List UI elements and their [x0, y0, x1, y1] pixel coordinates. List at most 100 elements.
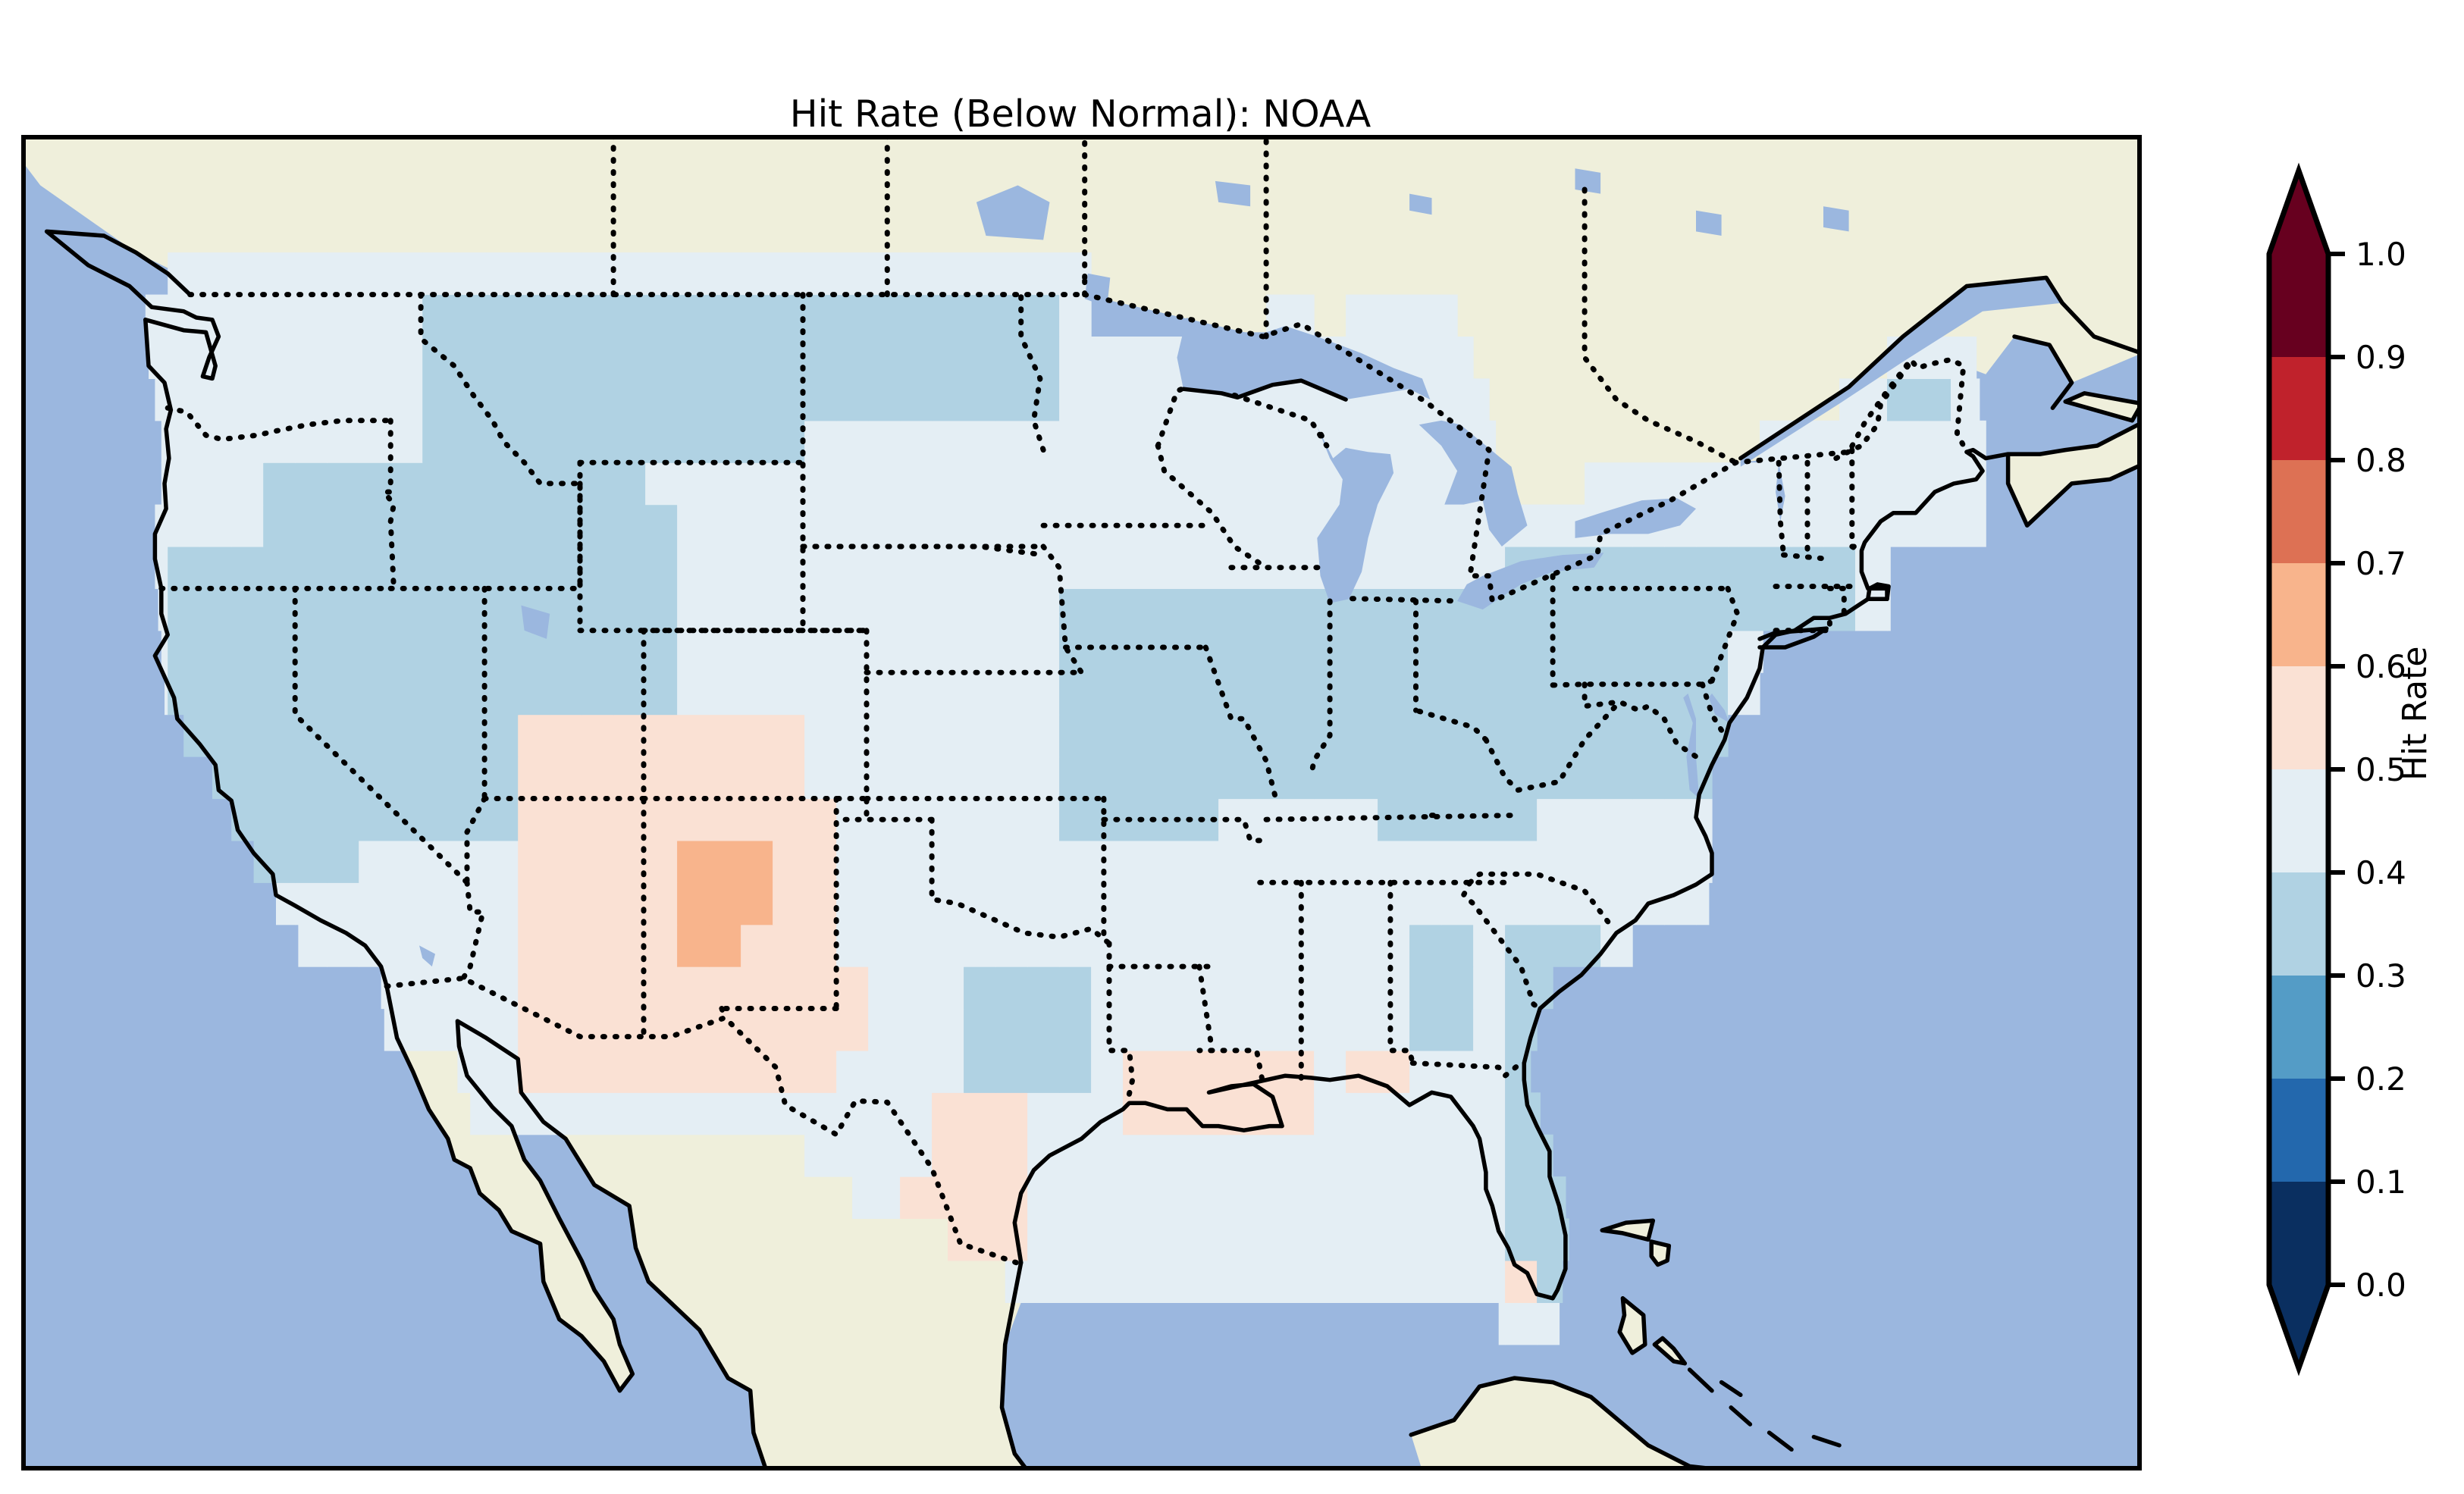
colorbar-tick-label: 0.8 [2356, 442, 2406, 479]
grid-cell [263, 672, 296, 716]
colorbar-segment [2269, 666, 2328, 770]
grid-cell [932, 1134, 964, 1177]
grid-cell [550, 840, 582, 883]
grid-cell [1632, 588, 1665, 631]
grid-cell [773, 882, 805, 926]
grid-cell [1441, 337, 1474, 379]
grid-cell [486, 1008, 519, 1051]
colorbar-tick-label: 0.3 [2356, 957, 2406, 994]
colorbar-segment [2269, 254, 2328, 358]
grid-cell [1187, 672, 1219, 716]
lake-polygon [1708, 693, 1730, 723]
grid-cell [773, 1008, 805, 1051]
grid-cell [486, 420, 519, 463]
grid-cell [1059, 882, 1092, 926]
grid-cell [1346, 1092, 1378, 1135]
grid-cell [1282, 547, 1315, 589]
colorbar[interactable]: 1.0 0.9 0.8 0.7 0.6 0.5 0.4 0.3 0.2 0.1 0.0 [2263, 114, 2464, 1417]
grid-cell [932, 840, 964, 883]
grid-cell [518, 378, 550, 421]
grid-cell [1409, 462, 1442, 506]
grid-cell [677, 547, 710, 589]
grid-cell [613, 420, 646, 463]
map-axes[interactable] [21, 135, 2142, 1471]
grid-cell [231, 378, 264, 421]
grid-cell [390, 714, 423, 757]
grid-cell [645, 294, 678, 337]
grid-cell [295, 378, 328, 421]
grid-cell [1187, 756, 1219, 800]
grid-cell [741, 294, 773, 337]
grid-cell [1218, 756, 1251, 800]
grid-cell [1282, 1008, 1315, 1051]
grid-cell [1505, 1302, 1538, 1345]
grid-cell [550, 966, 582, 1010]
grid-cell [390, 252, 423, 296]
colorbar-tick-label: 0.5 [2356, 751, 2406, 788]
grid-cell [645, 1092, 678, 1135]
grid-cell [645, 588, 678, 631]
grid-cell [1314, 1218, 1346, 1261]
grid-cell [390, 840, 423, 883]
grid-cell [1027, 588, 1060, 631]
grid-cell [1314, 1134, 1346, 1177]
grid-cell [1282, 1218, 1315, 1261]
grid-cell [613, 1008, 646, 1051]
grid-cell [1473, 966, 1506, 1010]
grid-cell [1537, 1092, 1541, 1135]
grid-cell [1155, 840, 1187, 883]
grid-cell [1346, 1134, 1378, 1177]
grid-cell [1282, 882, 1315, 926]
grid-cell [1091, 1218, 1124, 1261]
grid-cell [613, 588, 646, 631]
grid-cell [645, 252, 678, 296]
grid-cell [677, 672, 710, 716]
grid-cell [1569, 672, 1601, 716]
grid-cell [454, 714, 487, 757]
grid-cell [582, 588, 614, 631]
grid-cell [582, 756, 614, 800]
grid-cell [263, 840, 296, 883]
grid-cell [645, 630, 678, 673]
border-line [1202, 644, 1279, 801]
grid-cell [868, 337, 901, 379]
map-canvas[interactable] [21, 135, 2142, 1471]
grid-cell [1823, 547, 1856, 589]
grid-cell [1123, 840, 1155, 883]
grid-cell [1664, 882, 1697, 926]
grid-cell [1218, 1176, 1251, 1220]
grid-cell [1919, 420, 1951, 463]
grid-cell [709, 547, 741, 589]
grid-cell [932, 462, 964, 506]
lake-polygon [1215, 180, 1251, 207]
grid-cell [1473, 1218, 1506, 1261]
grid-cell [263, 337, 296, 379]
grid-cell [231, 462, 264, 506]
grid-cell [995, 798, 1028, 841]
grid-cell [1441, 966, 1474, 1010]
grid-cell [836, 420, 869, 463]
grid-cell [486, 840, 519, 883]
grid-cell [1155, 1050, 1187, 1093]
grid-cell [995, 1008, 1028, 1051]
grid-cell [1441, 798, 1474, 841]
grid-cell [422, 378, 455, 421]
grid-cell [1346, 756, 1378, 800]
grid-cell [1155, 924, 1187, 967]
grid-cell [836, 294, 869, 337]
grid-cell [295, 504, 328, 547]
grid-cell [1537, 798, 1569, 841]
grid-cell [550, 1050, 582, 1093]
grid-cell [613, 547, 646, 589]
coastline [1649, 1239, 1672, 1267]
grid-cell [1155, 798, 1187, 841]
colorbar-body[interactable] [2266, 162, 2331, 1377]
grid-cell [677, 756, 710, 800]
grid-cell [327, 630, 359, 673]
grid-cell [168, 588, 200, 631]
border-line [1018, 292, 1046, 453]
colorbar-canvas[interactable]: 1.0 0.9 0.8 0.7 0.6 0.5 0.4 0.3 0.2 0.1 0.0 [2263, 114, 2464, 1417]
grid-cell [868, 420, 901, 463]
grid-cell [741, 966, 773, 1010]
